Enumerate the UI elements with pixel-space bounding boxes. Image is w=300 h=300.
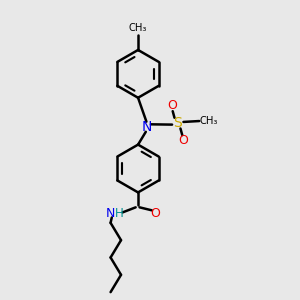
Text: H: H bbox=[115, 207, 124, 220]
Text: N: N bbox=[141, 120, 152, 134]
Text: O: O bbox=[167, 99, 177, 112]
Text: CH₃: CH₃ bbox=[200, 116, 218, 126]
Text: O: O bbox=[178, 134, 188, 147]
Text: N: N bbox=[106, 207, 115, 220]
Text: S: S bbox=[173, 116, 182, 130]
Text: O: O bbox=[150, 207, 160, 220]
Text: CH₃: CH₃ bbox=[129, 23, 147, 34]
